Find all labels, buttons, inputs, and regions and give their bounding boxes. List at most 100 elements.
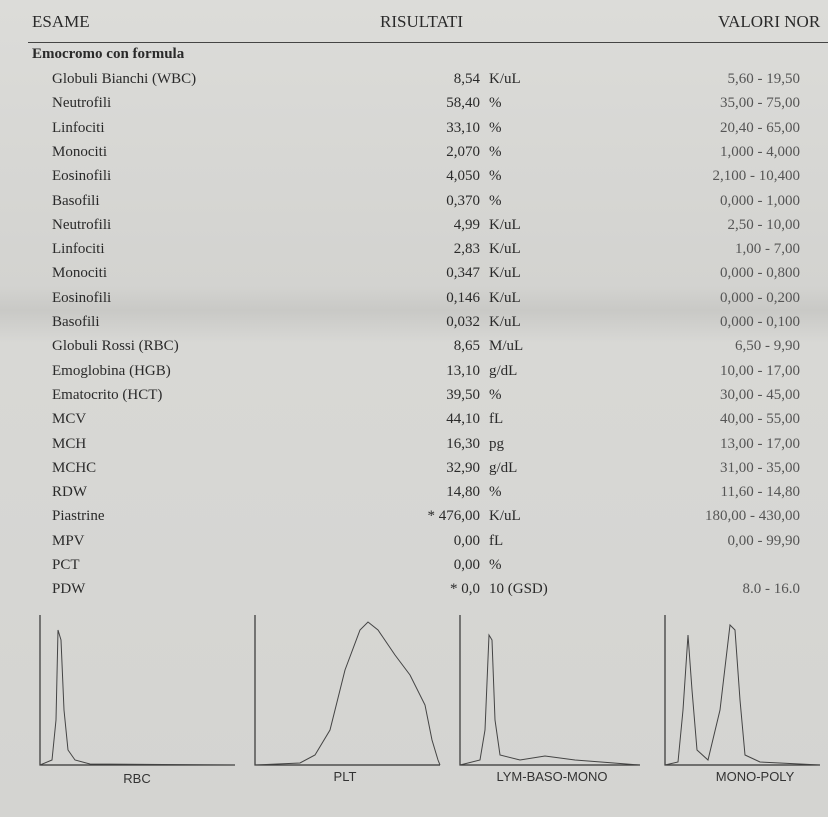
result-row: MCHC 32,90 g/dL 31,00 - 35,00 [0,460,828,484]
test-result: 2,070 [446,143,480,160]
col-header: VALORI NOR [718,12,821,31]
test-result: * 0,0 [450,581,480,598]
result-row: Piastrine * 476,00 K/uL 180,00 - 430,00 [0,508,828,532]
histogram-label: PLT [334,769,357,784]
result-row: Basofili 0,032 K/uL 0,000 - 0,100 [0,314,828,338]
test-unit: % [489,386,502,403]
test-result: 0,347 [446,265,480,282]
histogram-frames [39,615,820,766]
reference-range: 6,50 - 9,90 [735,338,800,355]
result-row: Monociti 2,070% 1,000 - 4,000 [0,144,828,168]
test-name: Neutrofili [52,216,112,233]
reference-range: 0,000 - 0,100 [720,314,800,330]
reference-range: 8.0 - 16.0 [742,581,801,598]
result-row: Eosinofili 0,146 K/uL 0,000 - 0,200 [0,290,828,314]
col-header: RISULTATI [380,12,464,31]
result-row: Basofili 0,370% 0,000 - 1,000 [0,193,828,217]
test-unit: K/uL [489,216,521,233]
test-unit: K/uL [489,265,521,282]
test-unit: g/dL [489,459,518,476]
result-row: MPV 0,00 fL 0,00 - 99,90 [0,533,828,557]
test-unit: % [489,119,502,136]
test-name: Globuli Bianchi (WBC) [52,71,197,87]
test-unit: fL [489,411,504,428]
test-unit: % [489,557,502,573]
test-result: 14,80 [446,484,480,501]
reference-range: 0,000 - 0,800 [720,265,800,282]
result-row: Monociti 0,347 K/uL 0,000 - 0,800 [0,265,828,289]
test-result: 33,10 [446,119,480,136]
reference-range: 0,000 - 1,000 [720,192,800,209]
reference-range: 5,60 - 19,50 [727,71,801,87]
result-row: Emoglobina (HGB) 13,10 g/dL 10,00 - 17,00 [0,363,828,387]
test-result: 0,146 [446,289,480,306]
rule [28,42,828,43]
test-name: Basofili [52,192,100,209]
test-name: Eosinofili [52,289,112,306]
reference-range: 10,00 - 17,00 [720,362,800,379]
test-result: 0,370 [446,192,480,209]
test-result: 32,90 [446,459,480,476]
reference-range: 2,50 - 10,00 [727,216,801,233]
result-row: Linfociti 33,10% 20,40 - 65,00 [0,120,828,144]
result-row: Linfociti 2,83 K/uL 1,00 - 7,00 [0,241,828,265]
test-result: 4,99 [453,216,480,233]
histogram-label: MONO-POLY [716,769,795,784]
test-name: Linfociti [52,119,105,136]
test-unit: K/uL [489,241,521,258]
test-result: 39,50 [446,386,480,403]
test-unit: K/uL [489,508,521,525]
result-row: MCH 16,30 pg 13,00 - 17,00 [0,436,828,460]
test-result: 16,30 [446,435,480,452]
result-row: Ematocrito (HCT) 39,50% 30,00 - 45,00 [0,387,828,411]
test-name: Neutrofili [52,95,112,112]
test-name: PCT [52,557,80,573]
test-unit: K/uL [489,314,521,330]
test-unit: % [489,168,502,185]
test-name: Linfociti [52,241,105,258]
test-unit: pg [489,435,504,452]
histogram-label: LYM-BASO-MONO [497,769,608,784]
test-name: PDW [52,581,86,598]
test-unit: g/dL [489,362,518,379]
test-name: MCHC [52,459,97,476]
test-result: 0,032 [446,314,480,330]
test-unit: % [489,192,502,209]
test-unit: K/uL [489,71,521,87]
test-name: Piastrine [52,508,105,525]
test-result: 0,00 [453,557,480,573]
test-unit: 10 (GSD) [489,581,548,598]
result-row: PDW * 0,0 10 (GSD) 8.0 - 16.0 [0,581,828,605]
test-result: 0,00 [453,532,480,549]
test-unit: M/uL [489,338,524,355]
reference-range: 20,40 - 65,00 [720,119,800,136]
test-result: 4,050 [446,168,480,185]
result-row: Globuli Rossi (RBC) 8,65 M/uL 6,50 - 9,90 [0,338,828,362]
reference-range: 1,000 - 4,000 [720,143,800,160]
histogram-curves [39,621,821,766]
reference-range: 11,60 - 14,80 [720,484,800,501]
test-name: Basofili [52,314,100,330]
reference-range: 13,00 - 17,00 [720,435,800,452]
result-row: RDW 14,80% 11,60 - 14,80 [0,484,828,508]
test-name: MPV [52,532,85,549]
reference-range: 35,00 - 75,00 [720,95,800,112]
col-header: ESAME [32,12,90,31]
test-unit: K/uL [489,289,521,306]
result-row: Neutrofili 58,40% 35,00 - 75,00 [0,95,828,119]
reference-range: 40,00 - 55,00 [720,411,800,428]
test-name: MCH [52,435,87,452]
test-name: Monociti [52,265,107,282]
section-title: Emocromo con formula [32,46,185,62]
result-row: PCT 0,00% [0,557,828,581]
reference-range: 1,00 - 7,00 [735,241,800,258]
test-result: 2,83 [453,241,480,258]
test-result: 13,10 [446,362,480,379]
test-result: 58,40 [446,95,480,112]
histogram-label: RBC [123,771,150,786]
result-row: Globuli Bianchi (WBC) 8,54 K/uL 5,60 - 19,5… [0,71,828,95]
test-name: Globuli Rossi (RBC) [52,338,179,355]
test-result: 8,54 [453,71,480,87]
result-row: MCV 44,10 fL 40,00 - 55,00 [0,411,828,435]
